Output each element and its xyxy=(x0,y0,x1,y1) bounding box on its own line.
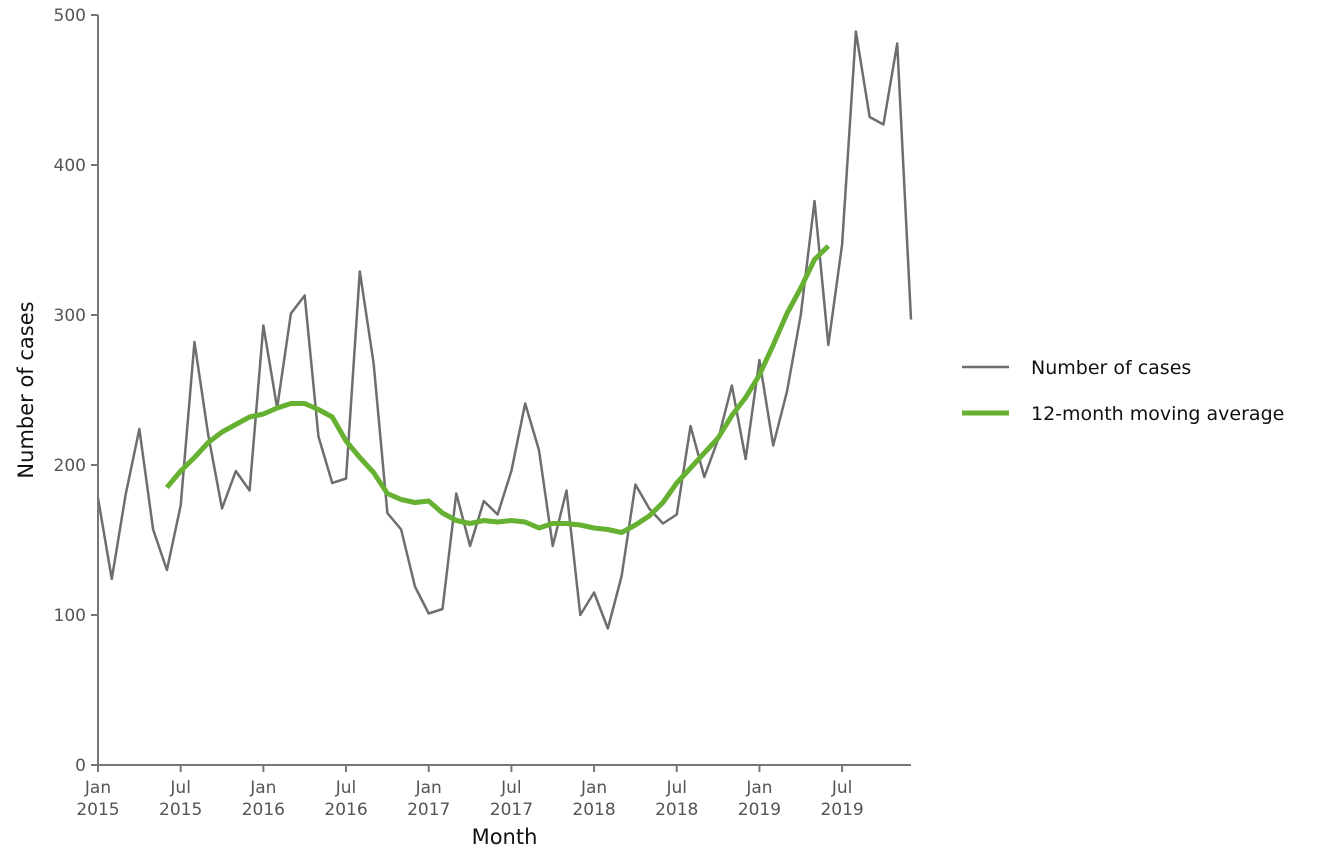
series-layer xyxy=(96,30,913,630)
series-line-number-of-cases xyxy=(96,30,913,630)
x-tick-label: Jan 2017 xyxy=(407,778,450,820)
y-tick-label: 500 xyxy=(54,6,86,26)
y-tick-label: 400 xyxy=(54,156,86,176)
x-tick-label: Jan 2019 xyxy=(738,778,781,820)
y-axis-ticks: 0 100 200 300 400 500 xyxy=(54,6,98,776)
x-tick-label: Jul 2018 xyxy=(655,778,698,820)
y-axis-title: Number of cases xyxy=(14,301,38,478)
y-tick-label: 300 xyxy=(54,306,86,326)
legend-label: 12-month moving average xyxy=(1031,403,1284,425)
x-tick-label: Jan 2016 xyxy=(242,778,285,820)
x-tick-label: Jul 2019 xyxy=(820,778,863,820)
x-tick-label: Jul 2017 xyxy=(490,778,533,820)
x-axis-ticks: Jan 2015 Jul 2015 Jan 2016 Jul 2016 Jan 2017 Jul 20… xyxy=(76,765,864,820)
y-tick-label: 200 xyxy=(54,456,86,476)
legend: Number of cases 12-month moving average xyxy=(962,357,1284,425)
y-tick-label: 100 xyxy=(54,606,86,626)
x-tick-label: Jul 2015 xyxy=(159,778,202,820)
x-tick-label: Jan 2015 xyxy=(76,778,119,820)
x-axis-title: Month xyxy=(472,825,538,849)
series-line-moving-average xyxy=(164,244,831,535)
x-tick-label: Jul 2016 xyxy=(324,778,367,820)
legend-label: Number of cases xyxy=(1031,357,1191,379)
y-tick-label: 0 xyxy=(75,756,86,776)
plot-area xyxy=(96,30,913,630)
x-tick-label: Jan 2018 xyxy=(572,778,615,820)
